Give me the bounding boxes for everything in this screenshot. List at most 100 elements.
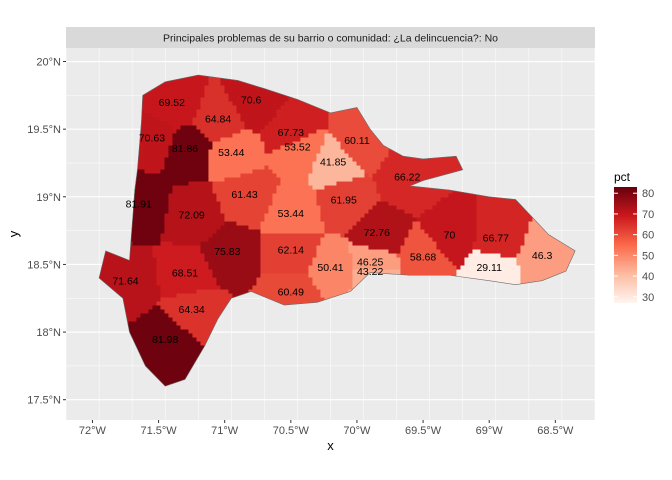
region-cell bbox=[140, 129, 145, 135]
region-cell bbox=[300, 113, 305, 119]
region-cell bbox=[220, 161, 225, 167]
region-cell bbox=[184, 213, 189, 219]
region-cell bbox=[348, 117, 353, 123]
region-cell bbox=[392, 205, 397, 211]
region-cell bbox=[444, 197, 449, 203]
region-cell bbox=[148, 209, 153, 215]
region-cell bbox=[316, 137, 321, 143]
region-cell bbox=[308, 141, 313, 147]
region-cell bbox=[388, 217, 393, 223]
region-cell bbox=[196, 75, 201, 79]
region-cell bbox=[216, 205, 221, 211]
region-cell bbox=[248, 205, 253, 211]
region-cell bbox=[180, 137, 185, 143]
region-cell bbox=[184, 181, 189, 187]
region-cell bbox=[228, 205, 233, 211]
region-cell bbox=[328, 181, 333, 187]
region-cell bbox=[492, 209, 497, 215]
region-cell bbox=[348, 217, 353, 223]
region-cell bbox=[196, 165, 201, 171]
region-cell bbox=[256, 157, 261, 163]
region-cell bbox=[200, 161, 205, 167]
region-cell bbox=[200, 113, 205, 119]
region-cell bbox=[292, 209, 297, 215]
region-cell bbox=[440, 169, 445, 175]
region-cell bbox=[376, 141, 381, 147]
region-cell bbox=[232, 177, 237, 183]
region-cell bbox=[304, 181, 309, 187]
region-cell bbox=[304, 209, 309, 215]
region-cell bbox=[188, 217, 193, 223]
region-cell bbox=[304, 161, 309, 167]
region-cell bbox=[140, 221, 145, 227]
region-cell bbox=[340, 169, 345, 175]
region-cell bbox=[152, 161, 157, 167]
region-cell bbox=[304, 109, 309, 115]
region-cell bbox=[284, 177, 289, 183]
region-cell bbox=[288, 181, 293, 187]
region-cell bbox=[264, 201, 269, 207]
region-cell bbox=[280, 165, 285, 171]
region-cell bbox=[408, 193, 413, 199]
region-cell bbox=[416, 201, 421, 207]
region-cell bbox=[168, 217, 173, 223]
region-cell bbox=[484, 209, 489, 215]
region-cell bbox=[148, 181, 153, 187]
region-cell bbox=[228, 169, 233, 175]
region-cell bbox=[396, 165, 401, 171]
region-cell bbox=[264, 181, 269, 187]
region-cell bbox=[316, 209, 321, 215]
region-cell bbox=[144, 213, 149, 219]
region-cell bbox=[368, 213, 373, 219]
region-cell bbox=[256, 173, 261, 179]
region-cell bbox=[148, 133, 153, 139]
region-cell bbox=[368, 149, 373, 155]
region-cell bbox=[400, 189, 405, 195]
region-cell bbox=[360, 189, 365, 195]
region-cell bbox=[360, 173, 365, 179]
region-cell bbox=[316, 121, 321, 127]
region-cell bbox=[404, 161, 409, 167]
region-cell bbox=[260, 185, 265, 191]
region-cell bbox=[484, 213, 489, 219]
region-cell bbox=[240, 161, 245, 167]
region-cell bbox=[304, 201, 309, 207]
region-cell bbox=[292, 169, 297, 175]
region-cell bbox=[192, 145, 197, 151]
region-cell bbox=[264, 213, 269, 219]
region-cell bbox=[328, 169, 333, 175]
region-cell bbox=[160, 173, 165, 179]
region-cell bbox=[252, 201, 257, 207]
region-cell bbox=[208, 81, 213, 87]
region-cell bbox=[172, 189, 177, 195]
region-cell bbox=[284, 121, 289, 127]
region-cell bbox=[284, 213, 289, 219]
region-cell bbox=[320, 209, 325, 215]
region-cell bbox=[264, 121, 269, 127]
region-cell bbox=[176, 213, 181, 219]
region-cell bbox=[168, 201, 173, 207]
region-cell bbox=[356, 217, 361, 223]
region-cell bbox=[164, 221, 169, 227]
region-cell bbox=[152, 209, 157, 215]
region-cell bbox=[184, 105, 189, 111]
region-cell bbox=[168, 157, 173, 163]
region-cell bbox=[244, 145, 249, 151]
region-cell bbox=[184, 185, 189, 191]
region-cell bbox=[248, 193, 253, 199]
region-cell bbox=[352, 169, 357, 175]
region-cell bbox=[452, 217, 457, 223]
region-cell bbox=[476, 205, 481, 211]
region-cell bbox=[368, 169, 373, 175]
region-cell bbox=[336, 205, 341, 211]
region-cell bbox=[328, 149, 333, 155]
region-cell bbox=[212, 85, 217, 91]
region-cell bbox=[196, 141, 201, 147]
region-cell bbox=[368, 197, 373, 203]
region-cell bbox=[184, 145, 189, 151]
region-cell bbox=[172, 141, 177, 147]
region-cell bbox=[296, 149, 301, 155]
region-cell bbox=[264, 97, 269, 103]
region-cell bbox=[296, 145, 301, 151]
region-cell bbox=[160, 193, 165, 199]
